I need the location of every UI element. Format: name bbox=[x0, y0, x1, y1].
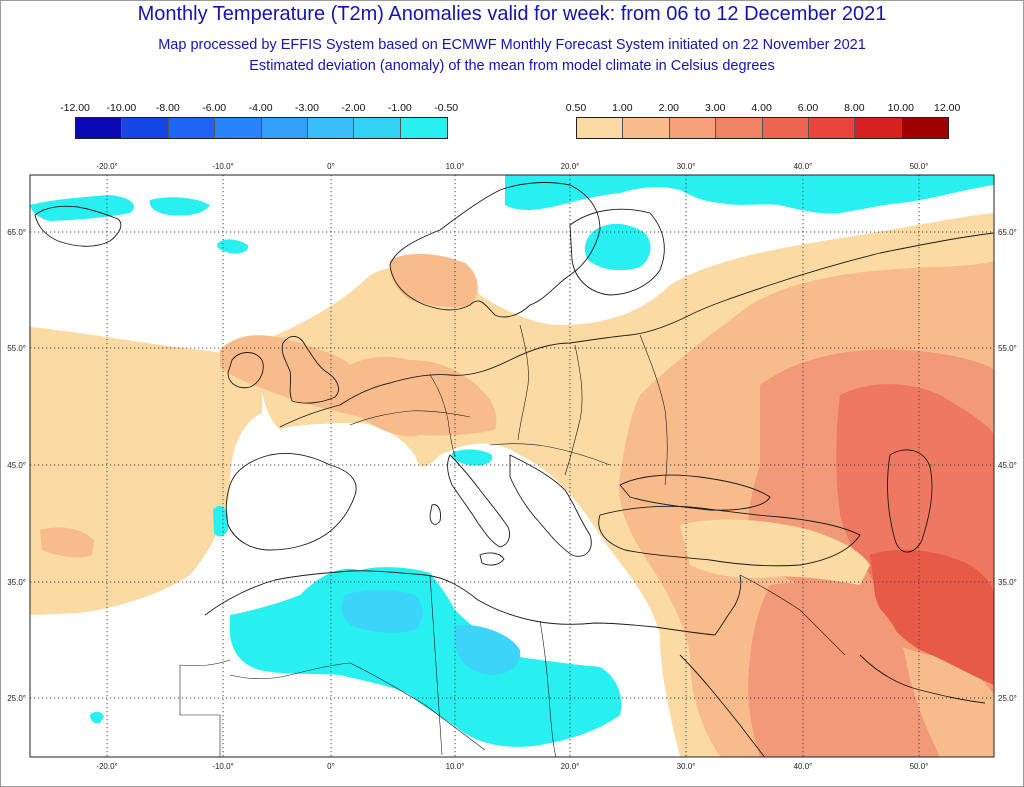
anomaly-region-north-atlantic bbox=[149, 197, 210, 216]
legend-cold-swatch bbox=[307, 118, 355, 138]
longitude-label: 10.0° bbox=[446, 162, 465, 171]
longitude-label: 30.0° bbox=[677, 162, 696, 171]
legend-cold-bar bbox=[75, 117, 449, 139]
legend-warm-label: 10.00 bbox=[887, 102, 914, 114]
anomaly-region-western-sahara bbox=[90, 711, 104, 724]
legend-cold-swatch bbox=[215, 118, 262, 138]
legend-warm-swatch bbox=[577, 118, 624, 138]
latitude-label: 25.0° bbox=[998, 694, 1017, 703]
longitude-label: -20.0° bbox=[96, 162, 117, 171]
latitude-label: 45.0° bbox=[998, 461, 1017, 470]
longitude-label: 20.0° bbox=[561, 762, 580, 771]
legend-cold-label: -0.50 bbox=[434, 102, 459, 114]
latitude-label: 45.0° bbox=[7, 461, 26, 470]
legend-warm-label: 12.00 bbox=[934, 102, 961, 114]
anomaly-region-north-africa bbox=[230, 567, 622, 747]
latitude-label: 35.0° bbox=[7, 578, 26, 587]
legend-warm-label: 8.00 bbox=[844, 102, 865, 114]
anomaly-region-southern-norway bbox=[389, 253, 478, 308]
longitude-labels-bottom: -20.0° -10.0° 0° 10.0° 20.0° 30.0° 40.0° 50.0° bbox=[96, 762, 928, 771]
legend-cold-label: -1.00 bbox=[387, 102, 412, 114]
legend-warm-swatch bbox=[623, 118, 670, 138]
legend-warm-bar bbox=[576, 117, 950, 139]
latitude-labels-left: 65.0° 55.0° 45.0° 35.0° 25.0° bbox=[7, 228, 26, 703]
legend-cold-label: -12.00 bbox=[60, 102, 90, 114]
longitude-label: 50.0° bbox=[910, 162, 929, 171]
longitude-label: 40.0° bbox=[794, 162, 813, 171]
legend-warm-swatch bbox=[669, 118, 717, 138]
coastlines bbox=[34, 182, 994, 757]
anomaly-region-finland bbox=[584, 223, 651, 271]
anomaly-region-algeria-core bbox=[341, 589, 423, 633]
longitude-label: -10.0° bbox=[212, 762, 233, 771]
longitude-label: 50.0° bbox=[910, 762, 929, 771]
map-border bbox=[29, 174, 995, 758]
map-subtitle-forecast-system: Map processed by EFFIS System based on E… bbox=[158, 37, 866, 53]
map-subtitle-units: Estimated deviation (anomaly) of the mea… bbox=[249, 58, 775, 74]
latitude-label: 35.0° bbox=[998, 578, 1017, 587]
latitude-label: 25.0° bbox=[7, 694, 26, 703]
legend-warm-swatch bbox=[716, 118, 763, 138]
legend-warm-labels: 0.50 1.00 2.00 3.00 4.00 6.00 8.00 10.00 12.00 bbox=[566, 102, 961, 116]
legend-warm-label: 0.50 bbox=[565, 102, 587, 114]
latitude-label: 65.0° bbox=[7, 228, 26, 237]
legend-cold-swatch bbox=[76, 118, 123, 138]
legend-cold-label: -2.00 bbox=[341, 102, 366, 114]
latitude-label: 65.0° bbox=[998, 228, 1017, 237]
legend-cold-swatch bbox=[122, 118, 169, 138]
longitude-label: 10.0° bbox=[446, 762, 465, 771]
longitude-label: -10.0° bbox=[212, 162, 233, 171]
legend-warm-swatch bbox=[855, 118, 902, 138]
anomaly-region-libya bbox=[455, 624, 521, 675]
legend-cold-swatch bbox=[354, 118, 401, 138]
anomaly-region-northern-scandinavia bbox=[505, 175, 994, 214]
longitude-labels-top: -20.0° -10.0° 0° 10.0° 20.0° 30.0° 40.0° 50.0° bbox=[96, 162, 928, 171]
map-title: Monthly Temperature (T2m) Anomalies vali… bbox=[137, 3, 887, 25]
legend-warm-label: 3.00 bbox=[704, 102, 726, 114]
legend-cold-swatch bbox=[261, 118, 308, 138]
country-borders bbox=[179, 324, 846, 757]
legend-warm-label: 6.00 bbox=[797, 102, 819, 114]
legend-warm-label: 2.00 bbox=[658, 102, 680, 114]
latitude-label: 55.0° bbox=[998, 344, 1017, 353]
anomaly-region-turkey bbox=[680, 519, 870, 585]
anomaly-region-atlantic-patch bbox=[217, 239, 249, 254]
map-plot-area bbox=[30, 175, 994, 757]
legend-cold-swatch bbox=[400, 118, 448, 138]
legend-warm-swatch bbox=[808, 118, 856, 138]
longitude-label: 20.0° bbox=[561, 162, 580, 171]
legend-cold-label: -4.00 bbox=[248, 102, 273, 114]
anomaly-region-atlantic-south bbox=[40, 527, 94, 558]
anomaly-map: -20.0° -10.0° 0° 10.0° 20.0° 30.0° 40.0° 50.0° … bbox=[7, 162, 1017, 771]
anomaly-region-portugal bbox=[213, 505, 228, 537]
legend-cold-label: -8.00 bbox=[155, 102, 180, 114]
legend-cold-label: -6.00 bbox=[202, 102, 227, 114]
legend-cold-label: -10.00 bbox=[106, 102, 137, 114]
latitude-labels-right: 65.0° 55.0° 45.0° 35.0° 25.0° bbox=[998, 228, 1017, 703]
longitude-label: 0° bbox=[327, 162, 335, 171]
anomaly-region-alps bbox=[451, 449, 493, 466]
legend-warm-swatch bbox=[762, 118, 809, 138]
legend-warm-swatch bbox=[901, 118, 949, 138]
legend-cold-labels: -12.00 -10.00 -8.00 -6.00 -4.00 -3.00 -2.00 -1.… bbox=[60, 102, 458, 116]
legend-cold-label: -3.00 bbox=[295, 102, 319, 114]
legend-warm-scale: 0.50 1.00 2.00 3.00 4.00 6.00 8.00 10.00 12.00 bbox=[566, 102, 961, 139]
anomaly-region-middle-east bbox=[748, 583, 940, 757]
longitude-label: 0° bbox=[327, 762, 335, 771]
legend-warm-label: 4.00 bbox=[751, 102, 772, 114]
graticule bbox=[30, 175, 994, 757]
longitude-label: -20.0° bbox=[96, 762, 117, 771]
longitude-label: 40.0° bbox=[794, 762, 813, 771]
latitude-label: 55.0° bbox=[7, 344, 26, 353]
legend-warm-label: 1.00 bbox=[612, 102, 633, 114]
longitude-label: 30.0° bbox=[677, 762, 696, 771]
legend-cold-swatch bbox=[168, 118, 216, 138]
legend-cold-scale: -12.00 -10.00 -8.00 -6.00 -4.00 -3.00 -2.00 -1.… bbox=[60, 102, 458, 139]
anomaly-region-iran bbox=[870, 549, 994, 685]
